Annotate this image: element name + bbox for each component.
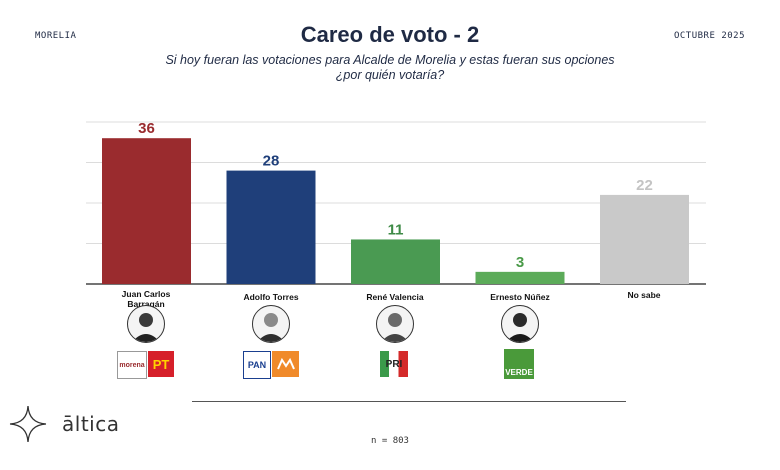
candidate-avatar-valencia [376,305,414,343]
candidate-name-barragan: Juan Carlos Barragán [121,289,171,309]
candidate-name-valencia: René Valencia [366,292,424,302]
altica-star-icon [9,405,47,443]
pri-party-logo: PRI [380,351,408,377]
verde-party-logo: VERDE [504,349,534,379]
bar-value-label-torres: 28 [263,153,280,170]
bar-no-sabe [600,194,689,284]
candidate-name-torres: Adolfo Torres [243,292,299,302]
morena-party-logo: morena [117,351,147,379]
pan-party-logo: PAN [243,351,271,379]
chart-title: Careo de voto - 2 [300,22,480,47]
bar-valencia [351,239,440,284]
location-label: MORELIA [35,31,77,41]
bar-value-label-barragan: 36 [138,120,155,137]
candidate-name-no-sabe: No sabe [627,290,661,300]
footer-divider [192,401,626,402]
mc-party-logo [272,351,299,377]
sample-size: n = 803 [371,436,409,446]
candidate-name-nunez: Ernesto Núñez [490,292,550,302]
bar-nunez [475,271,565,284]
bar-barragan [102,138,191,284]
chart-subtitle-line2: ¿por quién votaría? [335,68,445,82]
bar-torres [226,170,316,284]
bar-chart: 36 28 11 3 22 [86,120,706,285]
candidate-avatar-torres [252,305,290,343]
bar-value-label-no-sabe: 22 [636,177,653,194]
bar-value-label-nunez: 3 [516,254,524,271]
bar-value-label-valencia: 11 [388,221,404,238]
chart-subtitle-line1: Si hoy fueran las votaciones para Alcald… [165,53,615,67]
candidate-avatar-nunez [501,305,539,343]
brand-logo-text: āltica [62,412,120,436]
candidate-avatar-barragan [127,305,165,343]
date-label: OCTUBRE 2025 [673,31,745,41]
pt-party-logo: PT [148,351,174,377]
